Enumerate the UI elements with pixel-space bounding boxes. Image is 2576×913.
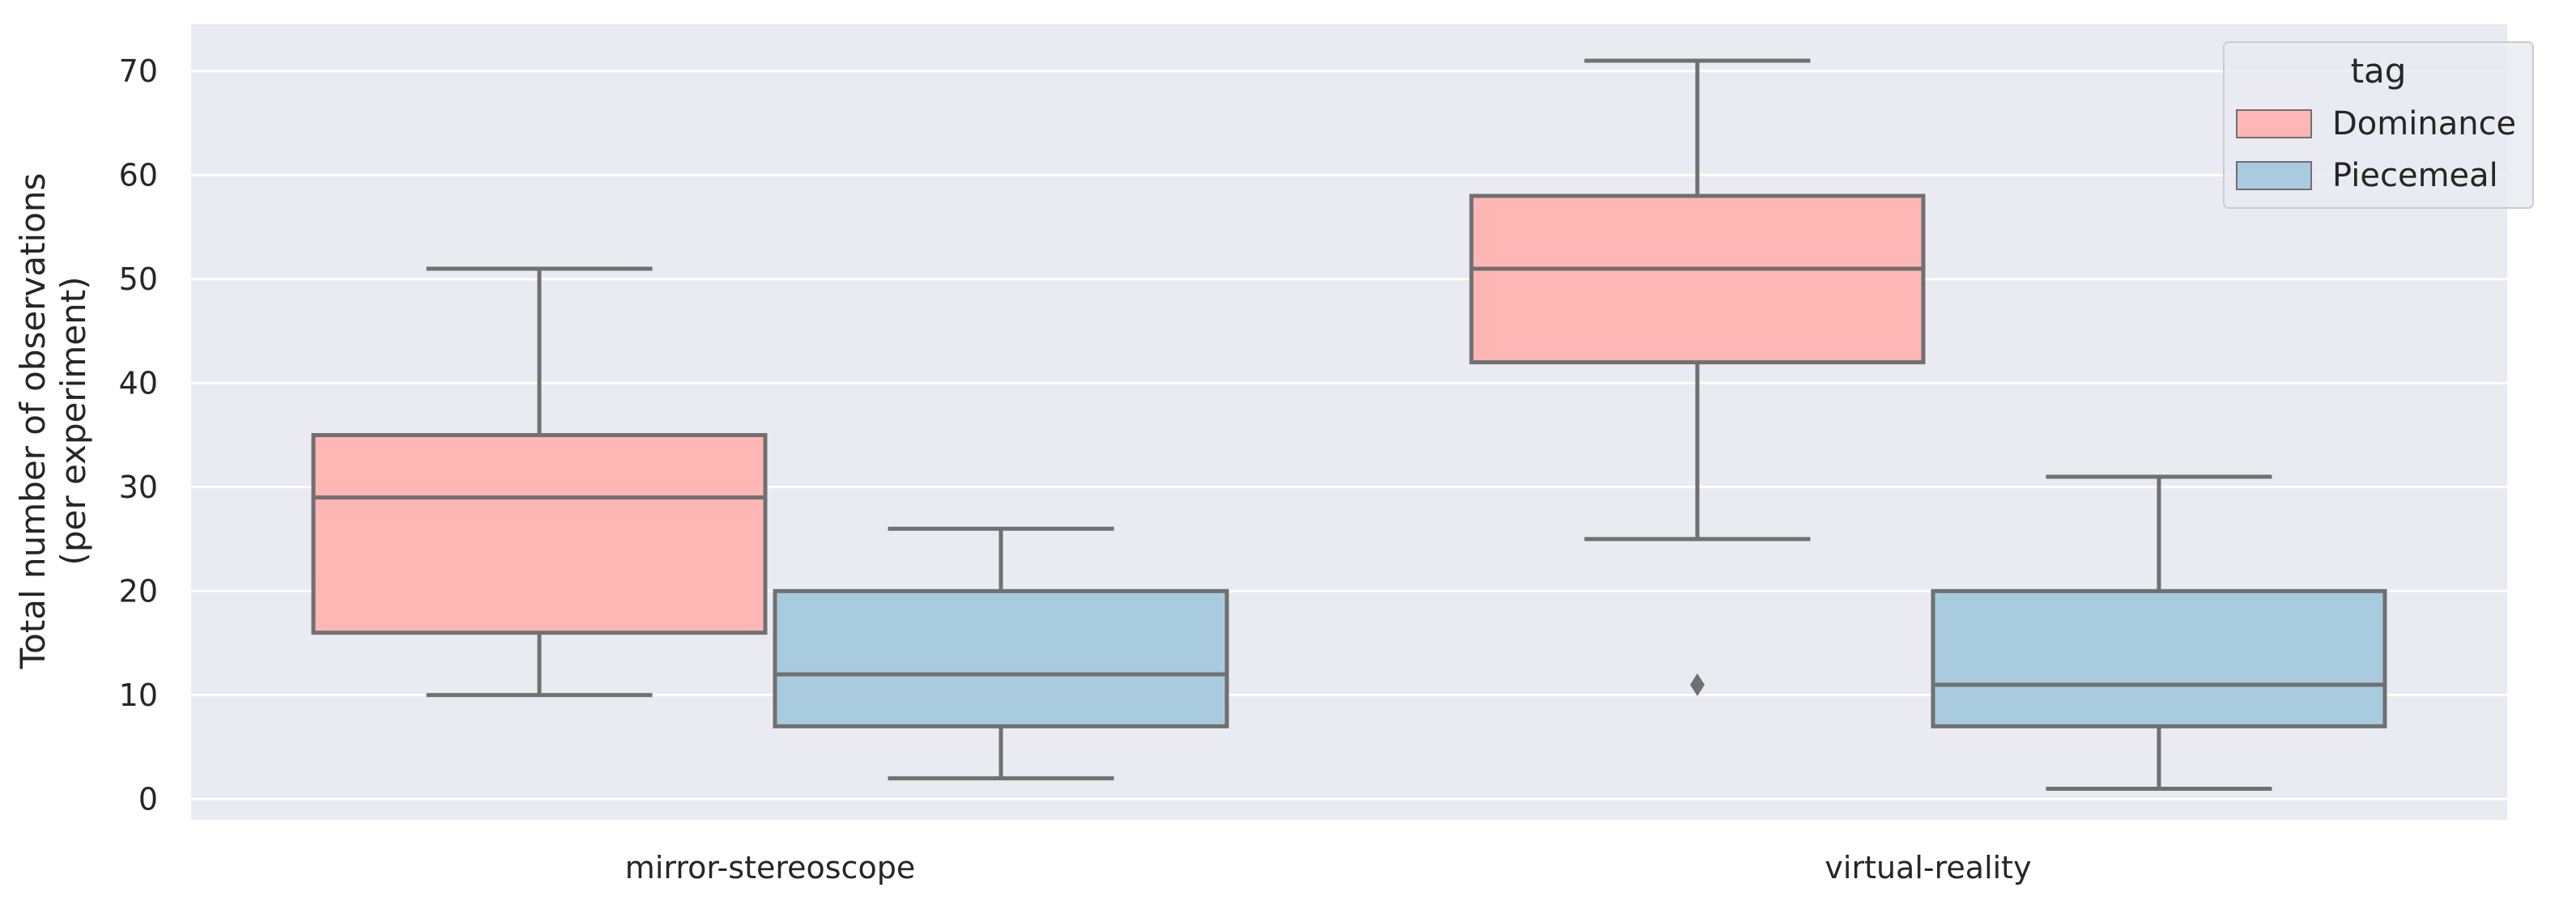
legend: tag Dominance Piecemeal bbox=[2223, 41, 2534, 209]
box-piecemeal-mirror-stereoscope bbox=[773, 526, 1229, 781]
box-piecemeal-virtual-reality bbox=[1931, 474, 2387, 791]
boxes bbox=[311, 58, 2387, 791]
box-iqr bbox=[773, 588, 1229, 728]
y-tick-label: 40 bbox=[119, 365, 158, 401]
y-tick-label: 20 bbox=[119, 573, 158, 609]
y-tick-label: 50 bbox=[119, 261, 158, 297]
legend-title: tag bbox=[2351, 51, 2407, 91]
y-tick-label: 10 bbox=[119, 677, 158, 713]
box-iqr bbox=[1931, 588, 2387, 728]
y-axis-ticks: 0 10 20 30 40 50 60 70 bbox=[119, 53, 158, 817]
box-iqr bbox=[1469, 193, 1926, 365]
legend-swatch-dominance bbox=[2236, 109, 2312, 138]
x-tick-label: virtual-reality bbox=[1824, 850, 2031, 885]
legend-swatch-piecemeal bbox=[2236, 161, 2312, 190]
y-tick-label: 30 bbox=[119, 469, 158, 505]
y-tick-label: 60 bbox=[119, 157, 158, 193]
outlier-point bbox=[1690, 673, 1705, 696]
box-dominance-mirror-stereoscope bbox=[311, 266, 768, 698]
y-tick-label: 0 bbox=[138, 781, 158, 817]
x-axis-ticks: mirror-stereoscope virtual-reality bbox=[625, 850, 2032, 885]
box-iqr bbox=[311, 433, 768, 635]
legend-label-dominance: Dominance bbox=[2332, 105, 2516, 142]
legend-label-piecemeal: Piecemeal bbox=[2332, 157, 2498, 194]
x-tick-label: mirror-stereoscope bbox=[625, 850, 915, 885]
y-axis-label-line1: Total number of observations bbox=[13, 173, 53, 670]
y-axis-label-line2: (per experiment) bbox=[53, 276, 93, 565]
y-tick-label: 70 bbox=[119, 53, 158, 89]
box-dominance-virtual-reality bbox=[1469, 58, 1926, 696]
